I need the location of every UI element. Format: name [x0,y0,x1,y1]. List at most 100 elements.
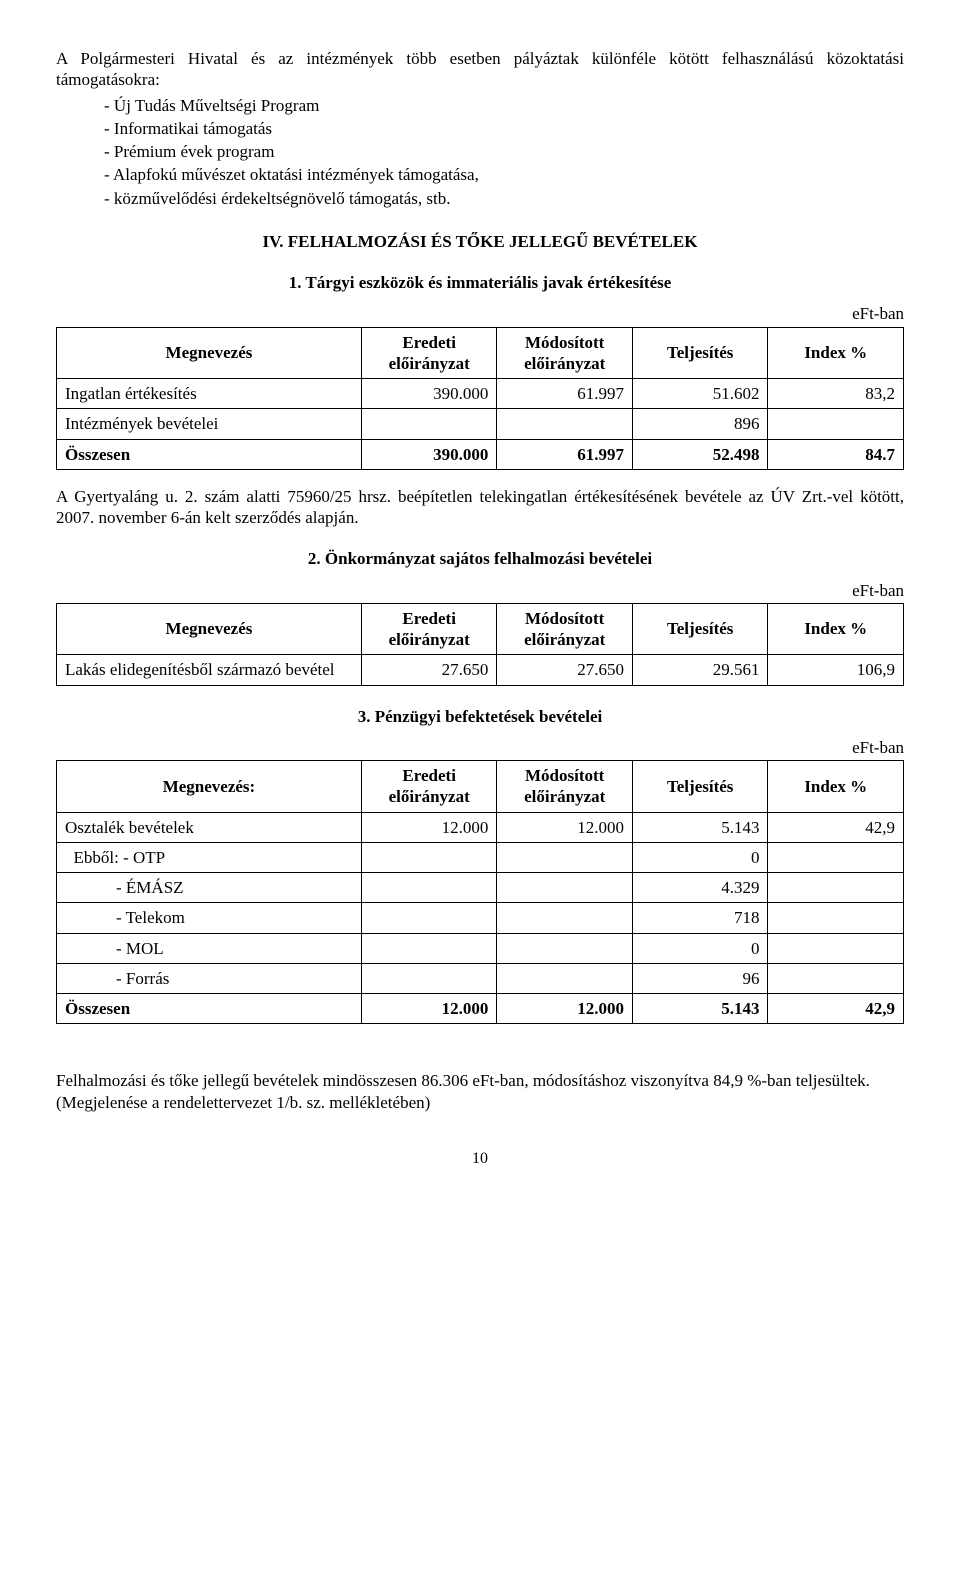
cell-value [361,873,497,903]
cell-label: Összesen [57,994,362,1024]
cell-label: - Forrás [57,963,362,993]
col-telj: Teljesítés [632,603,768,655]
list-item: - Informatikai támogatás [104,118,904,139]
cell-label: Ebből: - OTP [57,842,362,872]
cell-value [768,903,904,933]
unit-label: eFt-ban [56,580,904,601]
col-name: Megnevezés [57,327,362,379]
cell-value: 52.498 [632,439,768,469]
cell-value: 12.000 [497,812,633,842]
cell-value: 83,2 [768,379,904,409]
col-telj: Teljesítés [632,761,768,813]
closing-paragraph-2: (Megjelenése a rendelettervezet 1/b. sz.… [56,1092,904,1113]
list-item: - Alapfokú művészet oktatási intézmények… [104,164,904,185]
cell-value: 5.143 [632,994,768,1024]
col-idx: Index % [768,761,904,813]
cell-label: Összesen [57,439,362,469]
cell-value: 4.329 [632,873,768,903]
table-row: - Telekom 718 [57,903,904,933]
table-row: Ebből: - OTP 0 [57,842,904,872]
cell-label: - MOL [57,933,362,963]
cell-value: 390.000 [361,439,497,469]
table-row: Ingatlan értékesítés 390.000 61.997 51.6… [57,379,904,409]
cell-value [361,933,497,963]
cell-value: 896 [632,409,768,439]
cell-value: 718 [632,903,768,933]
page-number: 10 [56,1149,904,1169]
cell-value [768,842,904,872]
cell-value [497,842,633,872]
cell-value [497,409,633,439]
cell-value: 42,9 [768,994,904,1024]
col-telj: Teljesítés [632,327,768,379]
table-header-row: Megnevezés Eredeti előirányzat Módosítot… [57,327,904,379]
cell-value [497,903,633,933]
cell-value: 61.997 [497,379,633,409]
intro-bullet-list: - Új Tudás Műveltségi Program - Informat… [104,95,904,209]
col-idx: Index % [768,327,904,379]
col-mod: Módosított előirányzat [497,603,633,655]
cell-label: Osztalék bevételek [57,812,362,842]
cell-value [497,963,633,993]
unit-label: eFt-ban [56,737,904,758]
table-header-row: Megnevezés: Eredeti előirányzat Módosíto… [57,761,904,813]
cell-value: 29.561 [632,655,768,685]
cell-value: 106,9 [768,655,904,685]
cell-value: 5.143 [632,812,768,842]
cell-label: Ingatlan értékesítés [57,379,362,409]
cell-value [361,903,497,933]
cell-value [768,409,904,439]
table-row: - ÉMÁSZ 4.329 [57,873,904,903]
cell-value: 84.7 [768,439,904,469]
col-orig: Eredeti előirányzat [361,603,497,655]
list-item: - Prémium évek program [104,141,904,162]
cell-value [497,873,633,903]
table-row: - MOL 0 [57,933,904,963]
mid-paragraph: A Gyertyaláng u. 2. szám alatti 75960/25… [56,486,904,529]
cell-value: 51.602 [632,379,768,409]
cell-value: 0 [632,842,768,872]
cell-value: 61.997 [497,439,633,469]
col-mod: Módosított előirányzat [497,327,633,379]
list-item: - Új Tudás Műveltségi Program [104,95,904,116]
cell-label: - Telekom [57,903,362,933]
col-orig: Eredeti előirányzat [361,761,497,813]
cell-label: Intézmények bevételei [57,409,362,439]
cell-value: 12.000 [361,994,497,1024]
col-orig: Eredeti előirányzat [361,327,497,379]
table-sajatos-felhalmozasi: Megnevezés Eredeti előirányzat Módosítot… [56,603,904,686]
subsection-2-title: 2. Önkormányzat sajátos felhalmozási bev… [56,548,904,569]
cell-value: 0 [632,933,768,963]
cell-value: 27.650 [361,655,497,685]
col-mod: Módosított előirányzat [497,761,633,813]
table-total-row: Összesen 390.000 61.997 52.498 84.7 [57,439,904,469]
cell-value: 12.000 [497,994,633,1024]
cell-value: 390.000 [361,379,497,409]
cell-label: Lakás elidegenítésből származó bevétel [57,655,362,685]
cell-value: 12.000 [361,812,497,842]
table-total-row: Összesen 12.000 12.000 5.143 42,9 [57,994,904,1024]
col-name: Megnevezés [57,603,362,655]
cell-value [361,409,497,439]
cell-value [768,963,904,993]
section-iv-title: IV. FELHALMOZÁSI ÉS TŐKE JELLEGŰ BEVÉTEL… [56,231,904,252]
list-item: - közművelődési érdekeltségnövelő támoga… [104,188,904,209]
cell-value [361,963,497,993]
col-idx: Index % [768,603,904,655]
table-row: Intézmények bevételei 896 [57,409,904,439]
subsection-1-title: 1. Tárgyi eszközök és immateriális javak… [56,272,904,293]
closing-paragraph-1: Felhalmozási és tőke jellegű bevételek m… [56,1070,904,1091]
cell-value [768,873,904,903]
table-row: Lakás elidegenítésből származó bevétel 2… [57,655,904,685]
intro-paragraph: A Polgármesteri Hivatal és az intézménye… [56,48,904,91]
col-name: Megnevezés: [57,761,362,813]
table-header-row: Megnevezés Eredeti előirányzat Módosítot… [57,603,904,655]
table-row: Osztalék bevételek 12.000 12.000 5.143 4… [57,812,904,842]
subsection-3-title: 3. Pénzügyi befektetések bevételei [56,706,904,727]
cell-value: 42,9 [768,812,904,842]
cell-label: - ÉMÁSZ [57,873,362,903]
cell-value [768,933,904,963]
cell-value: 27.650 [497,655,633,685]
cell-value [497,933,633,963]
table-targyi-eszkozok: Megnevezés Eredeti előirányzat Módosítot… [56,327,904,470]
